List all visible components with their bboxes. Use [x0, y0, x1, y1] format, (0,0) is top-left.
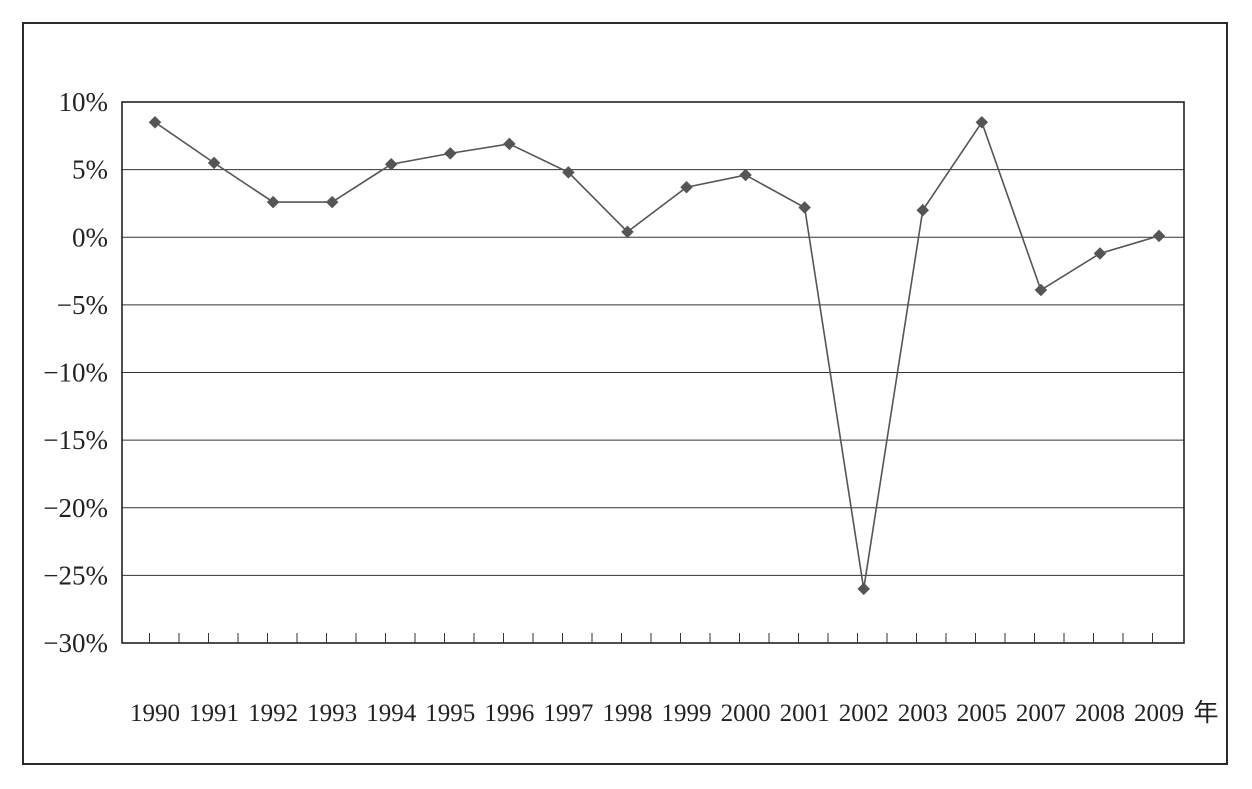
- y-tick-label: −5%: [57, 290, 108, 320]
- data-point-marker: [1152, 229, 1166, 243]
- x-tick-label: 2000: [721, 700, 771, 727]
- x-tick-label: 2002: [839, 700, 889, 727]
- x-tick-label: 1991: [189, 700, 239, 727]
- data-point-marker: [325, 195, 339, 209]
- data-point-marker: [916, 203, 930, 217]
- x-tick-label: 1994: [366, 700, 417, 727]
- data-point-marker: [975, 115, 989, 129]
- x-axis-tick-labels: 1990 1991 1992 1993 1994 1995 1996 1997 1998 1999…: [130, 700, 1184, 727]
- x-tick-label: 2001: [780, 700, 830, 727]
- series-line: [154, 120, 1160, 590]
- x-tick-label: 1998: [602, 700, 652, 727]
- x-tick-label: 1996: [484, 700, 534, 727]
- gridlines: [122, 169, 1184, 576]
- x-tick-label: 1992: [248, 700, 298, 727]
- data-point-marker: [798, 201, 812, 214]
- x-axis-tick-marks: [149, 633, 1153, 643]
- y-tick-label: −20%: [43, 493, 108, 523]
- x-tick-label: 1993: [307, 700, 357, 727]
- line-chart: 10%5%0%−5%−10%−15%−20%−25%−30%1990 1991 19…: [43, 87, 1218, 727]
- x-tick-label: 1990: [130, 700, 180, 727]
- chart-frame: 10% 5% 0% −5% −10% −15% −20% −25% −30% 1990 1991 19…: [22, 22, 1228, 765]
- y-axis-tick-labels: 10% 5% 0% −5% −10% −15% −20% −25% −30%: [43, 87, 108, 658]
- data-point-marker: [680, 180, 693, 194]
- data-point-marker: [857, 582, 871, 596]
- series: [148, 115, 1166, 596]
- data-point-marker: [739, 168, 752, 182]
- data-point-marker: [502, 137, 516, 151]
- data-point-marker: [266, 195, 280, 209]
- data-point-marker: [148, 115, 162, 129]
- x-tick-label: 2003: [898, 700, 948, 727]
- data-point-marker: [443, 147, 457, 160]
- x-tick-label: 2005: [957, 700, 1007, 727]
- x-tick-label: 1997: [543, 700, 593, 727]
- y-tick-label: −25%: [43, 560, 108, 590]
- plot-area-border: [121, 101, 1185, 644]
- data-point-marker: [384, 157, 398, 171]
- x-axis-label: 年: [1193, 699, 1218, 727]
- y-tick-label: −30%: [43, 628, 108, 658]
- x-tick-label: 2007: [1016, 700, 1066, 727]
- data-point-marker: [207, 156, 221, 170]
- x-tick-label: 1999: [662, 700, 712, 727]
- y-tick-label: 5%: [72, 155, 108, 185]
- data-point-marker: [1034, 283, 1048, 297]
- data-point-marker: [1093, 247, 1107, 260]
- x-tick-label: 2008: [1075, 700, 1125, 727]
- data-point-marker: [621, 225, 634, 239]
- x-tick-label: 2009: [1134, 700, 1184, 727]
- x-tick-label: 1995: [425, 700, 475, 727]
- y-tick-label: 10%: [59, 87, 109, 117]
- y-tick-label: −10%: [43, 358, 108, 388]
- y-tick-label: 0%: [72, 222, 108, 252]
- y-tick-label: −15%: [43, 425, 108, 455]
- data-point-marker: [562, 165, 575, 179]
